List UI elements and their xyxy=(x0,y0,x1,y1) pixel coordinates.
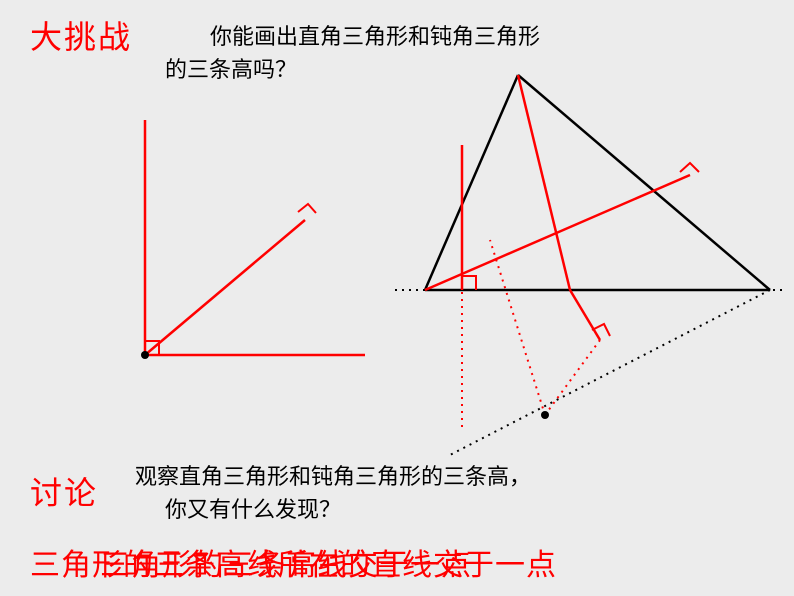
discuss-line-1: 观察直角三角形和钝角三角形的三条高， xyxy=(135,460,531,493)
discuss-line-2: 你又有什么发现？ xyxy=(165,493,341,526)
discuss-label: 讨论 xyxy=(30,468,98,514)
obtuse-triangle-diagram xyxy=(0,0,794,596)
conclusion-line-b: 三角形的三条高线交于一点 xyxy=(100,540,472,584)
